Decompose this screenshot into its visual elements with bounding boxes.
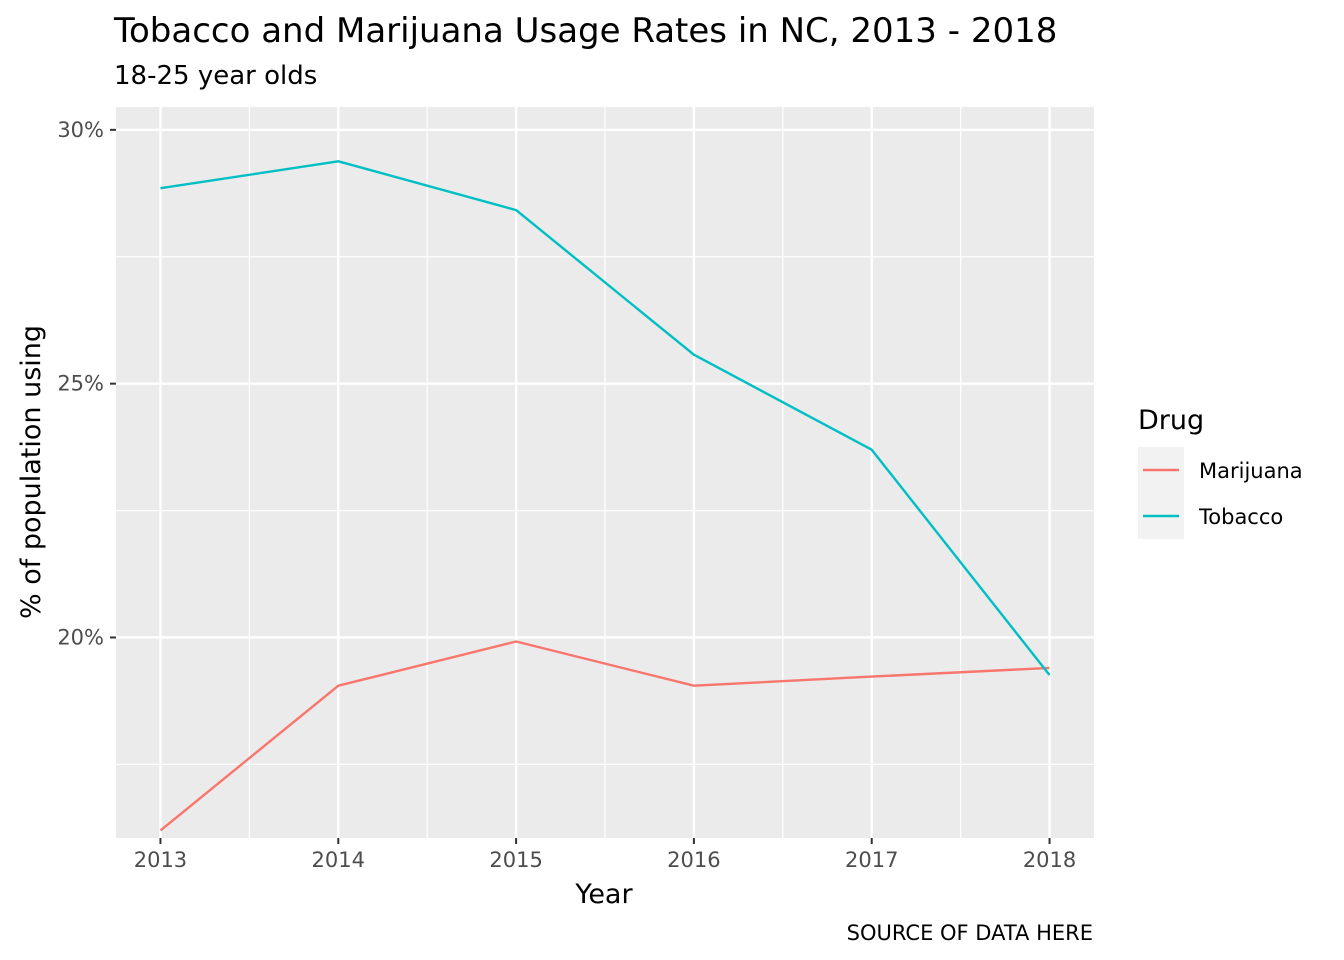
- series-line-marijuana: [159, 640, 1050, 832]
- x-tick-label: 2014: [312, 848, 365, 872]
- x-tick-label: 2018: [1023, 848, 1076, 872]
- series-layer: [159, 160, 1051, 832]
- chart-caption: SOURCE OF DATA HERE: [847, 921, 1093, 945]
- x-tick-label: 2016: [667, 848, 720, 872]
- chart-title: Tobacco and Marijuana Usage Rates in NC,…: [113, 11, 1057, 51]
- legend-label-marijuana: Marijuana: [1199, 459, 1303, 483]
- series-line-tobacco: [160, 160, 1051, 676]
- legend-label-tobacco: Tobacco: [1198, 505, 1283, 529]
- y-tick-label: 30%: [57, 118, 104, 142]
- y-axis-title: % of population using: [16, 325, 47, 619]
- x-axis-title: Year: [574, 879, 633, 910]
- x-tick-label: 2017: [845, 848, 898, 872]
- chart-subtitle: 18-25 year olds: [114, 61, 317, 91]
- y-tick-label: 25%: [57, 372, 104, 396]
- axis-ticks: 20% 25% 30% 2013 2014 2015 2016 2017 2018: [57, 118, 1076, 872]
- x-tick-label: 2013: [134, 848, 187, 872]
- y-tick-label: 20%: [57, 625, 104, 649]
- legend-key-background: [1138, 447, 1184, 539]
- legend: Drug Marijuana Tobacco: [1138, 405, 1303, 539]
- x-tick-label: 2015: [489, 848, 542, 872]
- grid-lines: [116, 107, 1094, 838]
- legend-title: Drug: [1138, 405, 1204, 436]
